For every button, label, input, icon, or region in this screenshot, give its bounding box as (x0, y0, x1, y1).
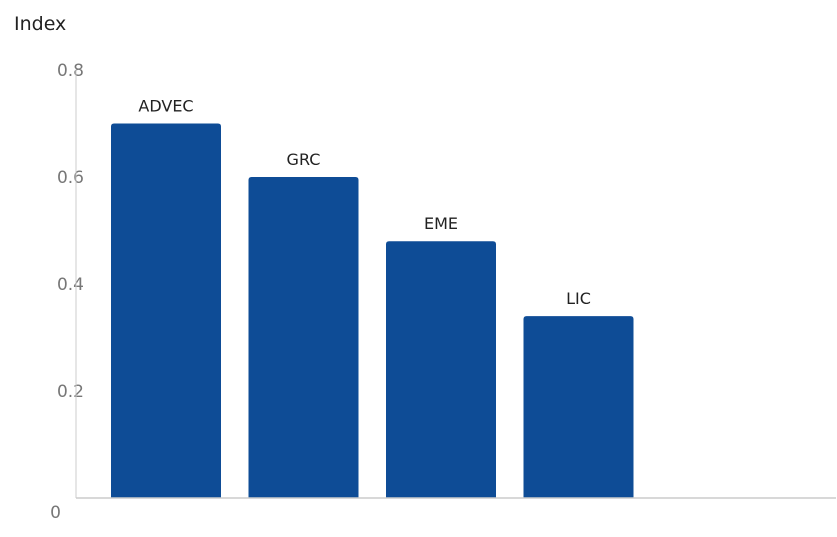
bar-label-advec: ADVEC (138, 97, 193, 116)
bar-lic (523, 316, 634, 498)
bars (111, 123, 634, 498)
y-axis-title: Index (14, 13, 66, 35)
data-labels: ADVEC GRC EME LIC (138, 97, 591, 309)
bar-advec (111, 123, 221, 498)
bar-label-lic: LIC (566, 289, 591, 308)
y-tick-label: 0.2 (57, 382, 84, 402)
y-tick-label: 0.6 (57, 168, 84, 188)
y-tick-label: 0.8 (57, 61, 84, 81)
bar-label-eme: EME (424, 214, 458, 233)
bar-label-grc: GRC (287, 150, 321, 169)
bar-eme (386, 241, 496, 498)
bar-grc (248, 177, 359, 498)
y-tick-label: 0 (50, 503, 61, 523)
y-tick-label: 0.4 (57, 275, 84, 295)
y-axis-ticks: 0 0.2 0.4 0.6 0.8 (50, 61, 84, 523)
